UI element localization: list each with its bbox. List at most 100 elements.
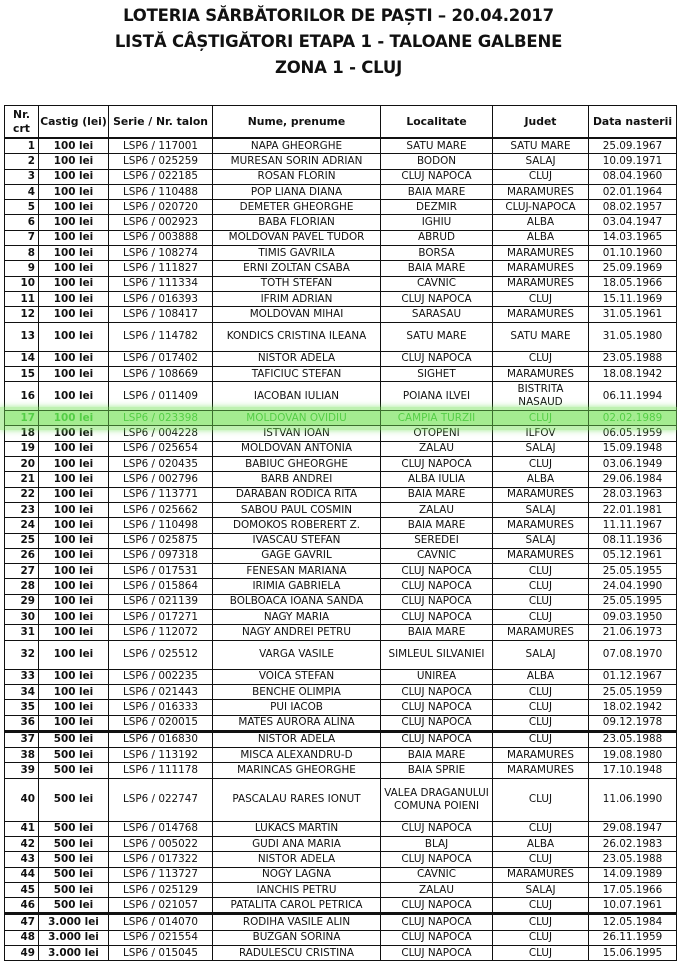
cell-judet: MARAMURES xyxy=(492,260,589,277)
cell-castig: 100 lei xyxy=(38,168,109,185)
cell-data: 05.12.1961 xyxy=(588,547,677,565)
cell-castig: 100 lei xyxy=(38,214,109,231)
cell-castig: 100 lei xyxy=(38,609,109,626)
cell-nume: GUDI ANA MARIA xyxy=(212,835,381,853)
table-row: 24 100 lei LSP6 / 110498 DOMOKOS ROBERERT Z… xyxy=(4,517,677,534)
cell-localitate: VALEA DRAGANULUI COMUNA POIENI xyxy=(380,777,493,822)
cell-castig: 100 lei xyxy=(38,683,109,701)
cell-data: 14.09.1989 xyxy=(588,866,677,883)
cell-nume: DEMETER GHEORGHE xyxy=(212,199,381,216)
cell-judet: CLUJ xyxy=(492,945,589,961)
cell-nume: SABOU PAUL COSMIN xyxy=(212,501,381,519)
header-nume: Nume, prenume xyxy=(212,105,381,139)
cell-judet: CLUJ xyxy=(492,820,589,837)
cell-judet: SALAJ xyxy=(492,440,589,458)
cell-nume: PASCALAU RARES IONUT xyxy=(212,777,381,822)
cell-nume: VOICA STEFAN xyxy=(212,668,381,685)
cell-serie: LSP6 / 022185 xyxy=(108,168,213,185)
cell-nume: DARABAN RODICA RITA xyxy=(212,486,381,503)
cell-nume: MISCA ALEXANDRU-D xyxy=(212,747,381,764)
cell-serie: LSP6 / 025662 xyxy=(108,501,213,519)
cell-nr: 17 xyxy=(4,410,39,427)
cell-castig: 100 lei xyxy=(38,501,109,519)
cell-serie: LSP6 / 020015 xyxy=(108,714,213,732)
cell-nr: 45 xyxy=(4,881,39,899)
cell-nume: MOLDOVAN ANTONIA xyxy=(212,440,381,458)
cell-nr: 18 xyxy=(4,425,39,442)
title-line-2: LISTĂ CÂȘTIGĂTORI ETAPA 1 - TALOANE GALB… xyxy=(114,32,563,51)
cell-judet: CLUJ xyxy=(492,410,589,427)
cell-castig: 3.000 lei xyxy=(38,912,109,931)
cell-data: 29.08.1947 xyxy=(588,820,677,837)
cell-localitate: SIMLEUL SILVANIEI xyxy=(380,639,493,670)
cell-data: 08.04.1960 xyxy=(588,168,677,185)
cell-data: 25.05.1995 xyxy=(588,593,677,611)
cell-castig: 100 lei xyxy=(38,563,109,580)
cell-judet: SALAJ xyxy=(492,501,589,519)
cell-nr: 27 xyxy=(4,563,39,580)
cell-data: 28.03.1963 xyxy=(588,486,677,503)
cell-localitate: CAVNIC xyxy=(380,275,493,292)
cell-data: 31.05.1980 xyxy=(588,321,677,352)
cell-nume: BOLBOACA IOANA SANDA xyxy=(212,593,381,611)
cell-judet: CLUJ xyxy=(492,683,589,701)
cell-judet: MARAMURES xyxy=(492,365,589,383)
cell-serie: LSP6 / 114782 xyxy=(108,321,213,352)
cell-localitate: BODON xyxy=(380,153,493,170)
cell-serie: LSP6 / 025259 xyxy=(108,153,213,170)
cell-nr: 39 xyxy=(4,762,39,779)
table-row: 17 100 lei LSP6 / 023398 MOLDOVAN OVIDIU CAM… xyxy=(4,410,677,427)
cell-data: 17.10.1948 xyxy=(588,762,677,779)
cell-nume: MOLDOVAN OVIDIU xyxy=(212,410,381,427)
table-row: 29 100 lei LSP6 / 021139 BOLBOACA IOANA SAN… xyxy=(4,593,677,611)
cell-castig: 100 lei xyxy=(38,183,109,201)
cell-nr: 35 xyxy=(4,699,39,716)
cell-nume: BUZGAN SORINA xyxy=(212,929,381,947)
cell-localitate: CLUJ NAPOCA xyxy=(380,609,493,626)
cell-data: 07.08.1970 xyxy=(588,639,677,670)
cell-nume: NISTOR ADELA xyxy=(212,350,381,367)
cell-castig: 100 lei xyxy=(38,517,109,534)
cell-serie: LSP6 / 110488 xyxy=(108,183,213,201)
cell-judet: CLUJ xyxy=(492,729,589,749)
cell-nume: BENCHE OLIMPIA xyxy=(212,683,381,701)
cell-nume: MOLDOVAN PAVEL TUDOR xyxy=(212,229,381,247)
title-line-1: LOTERIA SĂRBĂTORILOR DE PAȘTI – 20.04.20… xyxy=(123,6,554,25)
cell-judet: CLUJ xyxy=(492,290,589,308)
cell-nume: TOTH STEFAN xyxy=(212,275,381,292)
cell-serie: LSP6 / 011409 xyxy=(108,381,213,412)
cell-castig: 100 lei xyxy=(38,229,109,247)
cell-data: 02.02.1989 xyxy=(588,410,677,427)
cell-serie: LSP6 / 108669 xyxy=(108,365,213,383)
cell-serie: LSP6 / 097318 xyxy=(108,547,213,565)
cell-serie: LSP6 / 002923 xyxy=(108,214,213,231)
cell-serie: LSP6 / 112072 xyxy=(108,624,213,641)
table-row: 8 100 lei LSP6 / 108274 TIMIS GAVRILA BORSA M… xyxy=(4,245,677,262)
cell-serie: LSP6 / 003888 xyxy=(108,229,213,247)
cell-localitate: BORSA xyxy=(380,245,493,262)
table-row: 33 100 lei LSP6 / 002235 VOICA STEFAN UNIREA… xyxy=(4,668,677,685)
cell-data: 09.03.1950 xyxy=(588,609,677,626)
cell-data: 08.02.1957 xyxy=(588,199,677,216)
cell-data: 01.12.1967 xyxy=(588,668,677,685)
table-row: 25 100 lei LSP6 / 025875 IVASCAU STEFAN SERE… xyxy=(4,532,677,549)
cell-judet: ALBA xyxy=(492,668,589,685)
table-row: 41 500 lei LSP6 / 014768 LUKACS MARTIN CLUJ … xyxy=(4,820,677,837)
cell-localitate: ZALAU xyxy=(380,440,493,458)
cell-nume: ROSAN FLORIN xyxy=(212,168,381,185)
cell-castig: 100 lei xyxy=(38,456,109,473)
table-row: 37 500 lei LSP6 / 016830 NISTOR ADELA CLUJ N… xyxy=(4,729,677,749)
cell-nr: 6 xyxy=(4,214,39,231)
cell-nr: 20 xyxy=(4,456,39,473)
cell-judet: ALBA xyxy=(492,471,589,488)
cell-castig: 500 lei xyxy=(38,835,109,853)
cell-judet: MARAMURES xyxy=(492,624,589,641)
cell-nume: IRIMIA GABRIELA xyxy=(212,578,381,595)
cell-localitate: ZALAU xyxy=(380,881,493,899)
table-row: 3 100 lei LSP6 / 022185 ROSAN FLORIN CLUJ NA… xyxy=(4,168,677,185)
cell-serie: LSP6 / 025129 xyxy=(108,881,213,899)
cell-castig: 500 lei xyxy=(38,851,109,868)
title-line-3: ZONA 1 - CLUJ xyxy=(274,58,403,77)
cell-nume: ERNI ZOLTAN CSABA xyxy=(212,260,381,277)
cell-serie: LSP6 / 023398 xyxy=(108,410,213,427)
